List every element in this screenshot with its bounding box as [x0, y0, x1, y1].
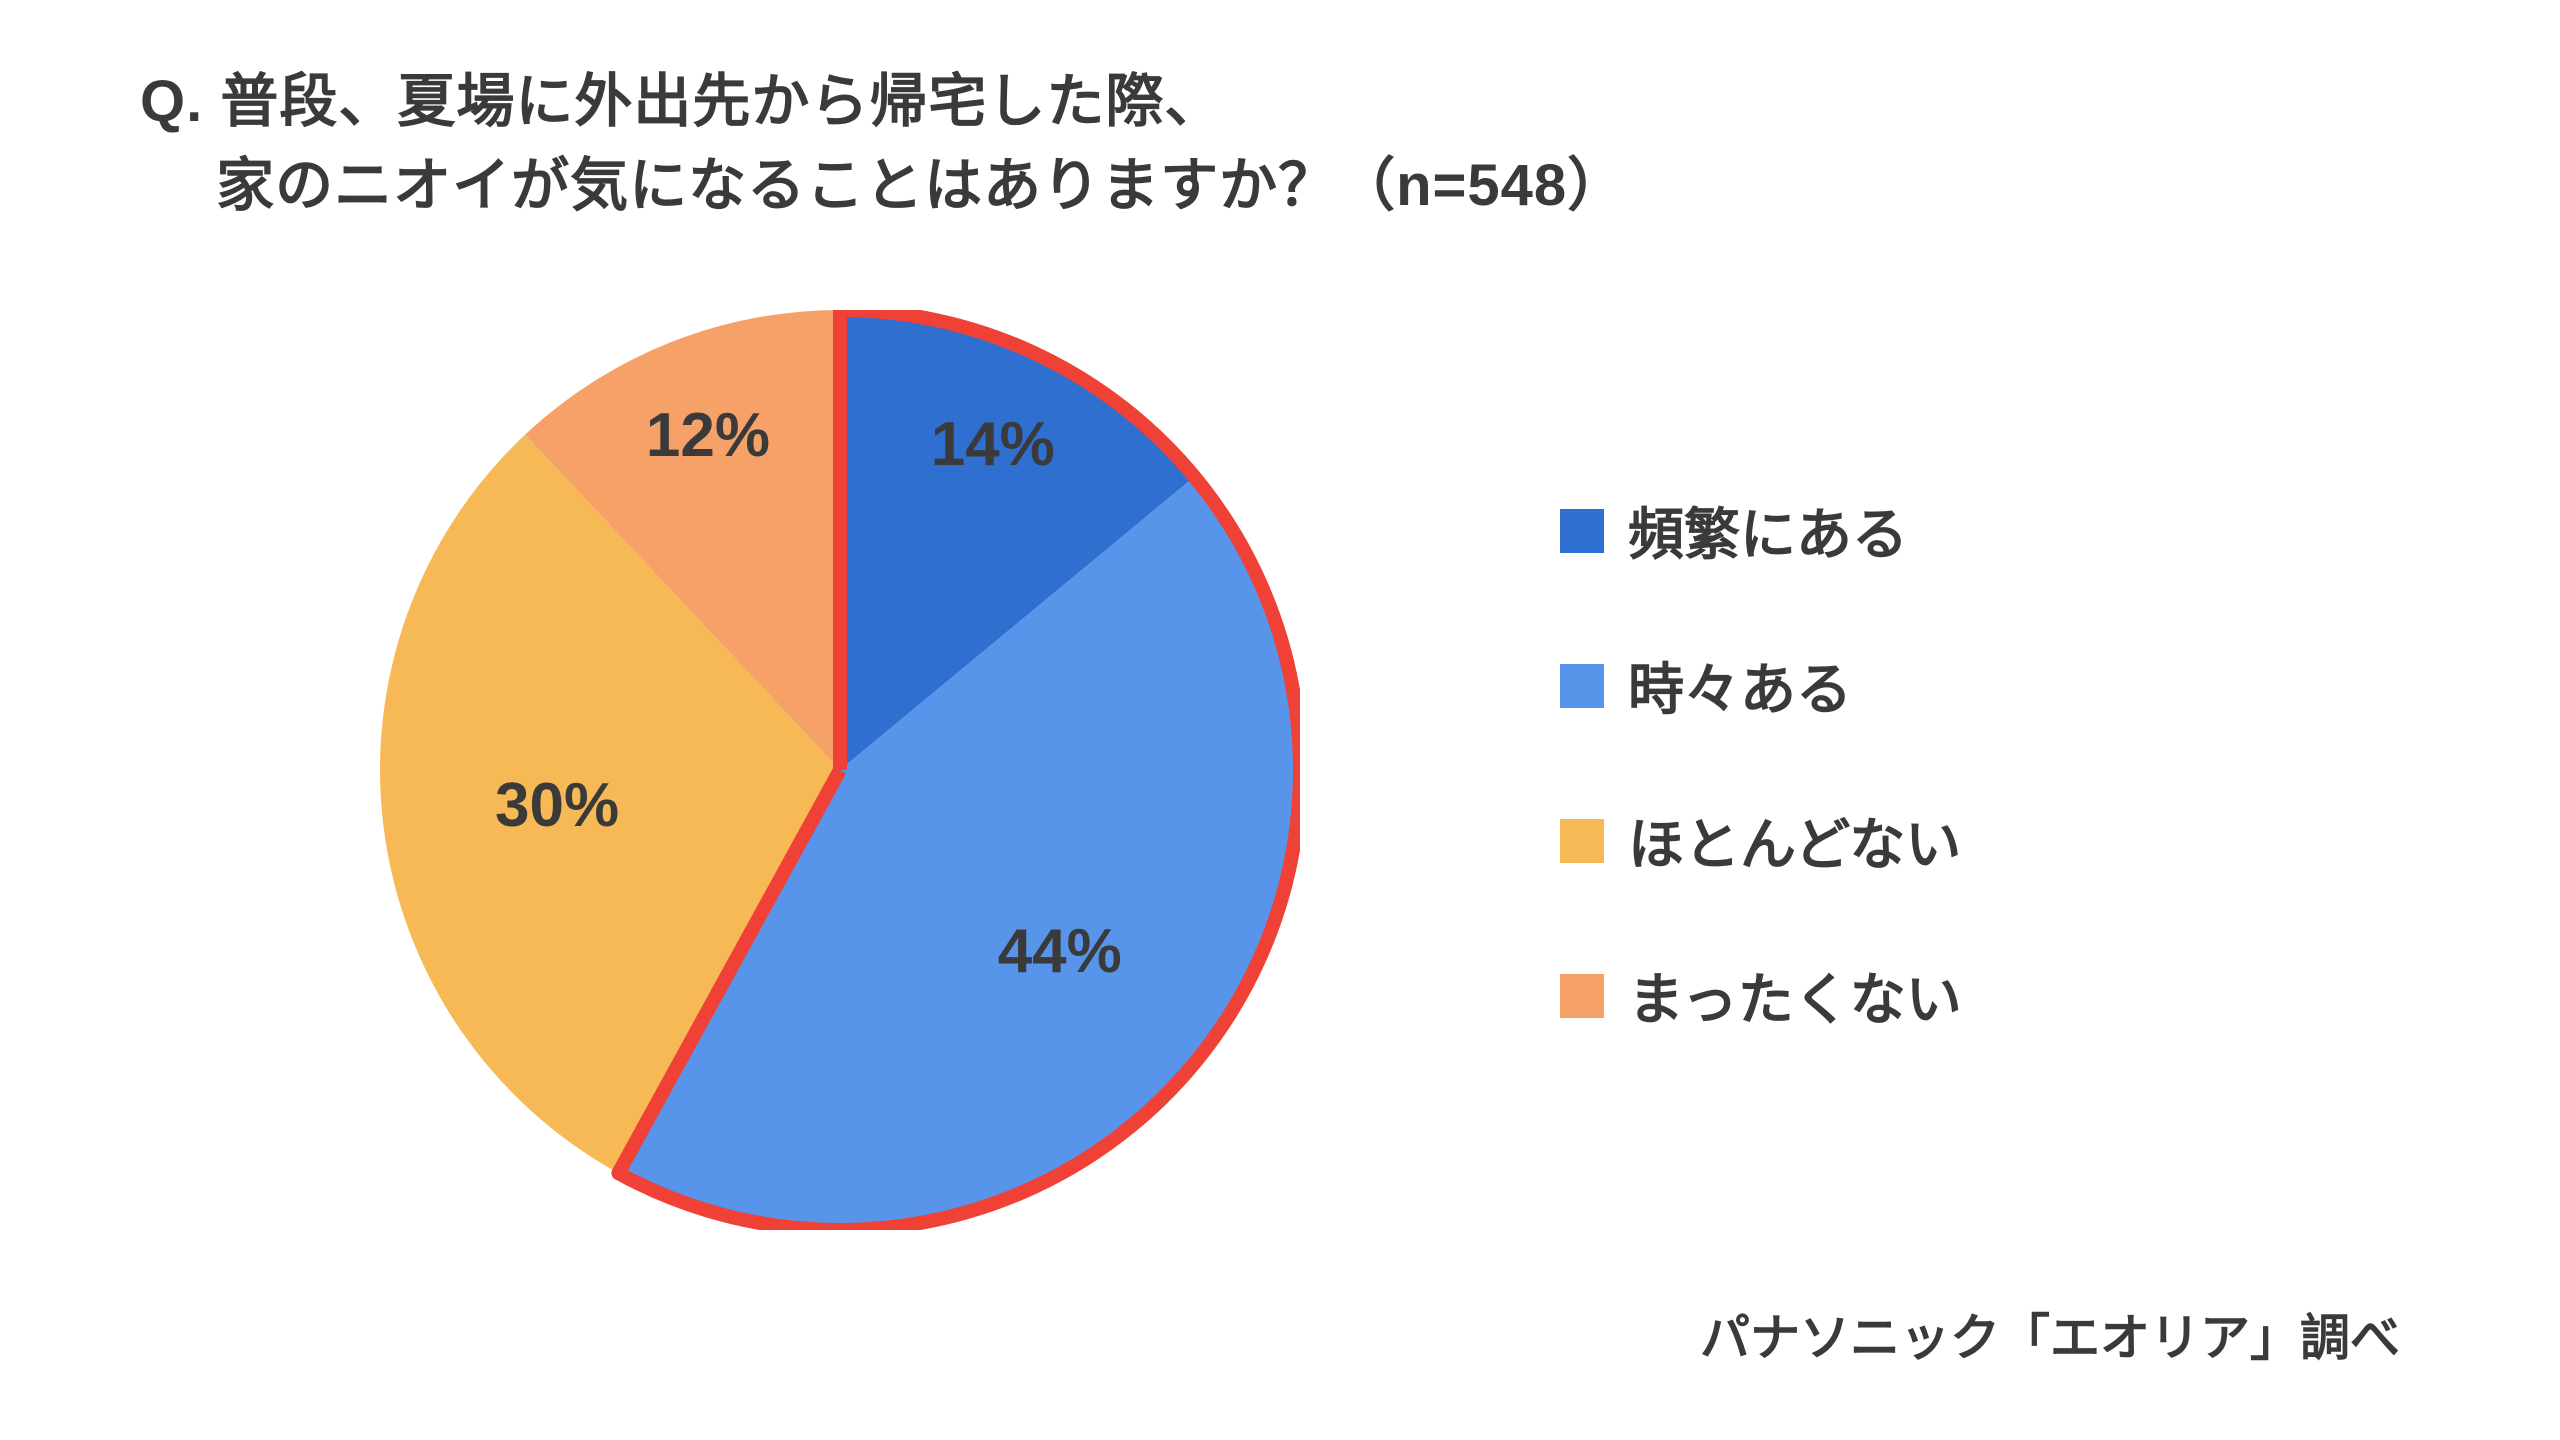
legend-item-3: まったくない	[1560, 955, 1962, 1036]
pie-pct-label: 14%	[931, 414, 1055, 476]
chart-title: Q. 普段、夏場に外出先から帰宅した際、 家のニオイが気になることはありますか？…	[140, 60, 1626, 228]
legend-label-0: 頻繁にある	[1628, 490, 1908, 571]
legend-label-3: まったくない	[1628, 955, 1962, 1036]
legend-swatch-3	[1560, 974, 1604, 1018]
legend-swatch-2	[1560, 819, 1604, 863]
legend-swatch-0	[1560, 509, 1604, 553]
legend-swatch-1	[1560, 664, 1604, 708]
legend-label-1: 時々ある	[1628, 645, 1852, 726]
legend: 頻繁にある 時々ある ほとんどない まったくない	[1560, 490, 1962, 1036]
legend-item-1: 時々ある	[1560, 645, 1962, 726]
source-text: パナソニック「エオリア」調べ	[1700, 1298, 2400, 1370]
legend-item-0: 頻繁にある	[1560, 490, 1962, 571]
pie-pct-label: 44%	[998, 921, 1122, 983]
pie-pct-label: 30%	[495, 775, 619, 837]
pie-pct-label: 12%	[646, 405, 770, 467]
chart-title-line2: 家のニオイが気になることはありますか？（n=548）	[140, 144, 1626, 228]
chart-title-line1: Q. 普段、夏場に外出先から帰宅した際、	[140, 60, 1626, 144]
legend-label-2: ほとんどない	[1628, 800, 1961, 881]
pie-chart: 14% 44% 30% 12%	[380, 310, 1300, 1230]
legend-item-2: ほとんどない	[1560, 800, 1962, 881]
